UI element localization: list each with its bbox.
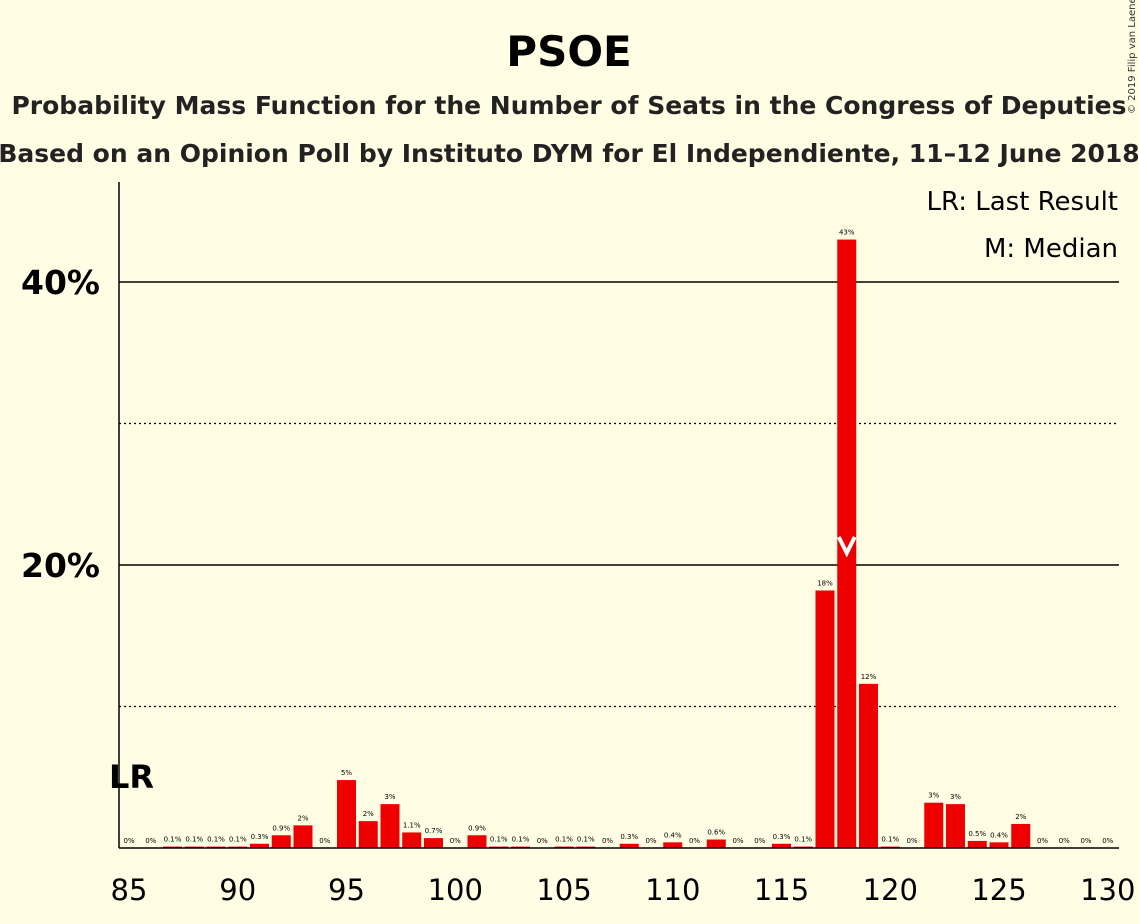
x-tick-label: 85 — [111, 873, 148, 907]
bar-value-label: 3% — [950, 793, 961, 801]
bar-value-label: 0.3% — [251, 833, 269, 841]
bar — [663, 842, 683, 848]
bar-value-label: 0% — [450, 837, 461, 845]
bar-value-label: 0.6% — [707, 829, 725, 837]
bar-value-label: 0.1% — [881, 836, 899, 844]
x-tick-label: 110 — [645, 873, 700, 907]
bar — [989, 842, 1009, 848]
x-tick-label: 115 — [754, 873, 809, 907]
bar-value-label: 5% — [341, 769, 352, 777]
bar-value-label: 0% — [145, 837, 156, 845]
bar-value-label: 0% — [754, 837, 765, 845]
bar — [859, 683, 878, 848]
bar-labels: 0% 0% 0.1% 0.1% 0.1% 0.1% 0.3%0.9%2%0%5%2%3%1.… — [123, 229, 1113, 845]
bar — [250, 843, 269, 848]
bar-value-label: 0% — [123, 837, 134, 845]
bar-value-label: 0.1% — [794, 836, 812, 844]
x-tick-label: 90 — [219, 873, 256, 907]
y-tick-labels: 20% 40% — [21, 263, 100, 585]
bar — [946, 804, 965, 848]
bar-value-label: 3% — [384, 793, 395, 801]
y-tick-label: 20% — [21, 546, 100, 585]
bar — [293, 825, 313, 848]
bar — [706, 839, 726, 848]
x-tick-label: 100 — [428, 873, 483, 907]
bar — [619, 843, 639, 848]
chart-title: PSOE — [506, 27, 631, 76]
bar — [837, 239, 857, 849]
bar-value-label: 12% — [861, 673, 877, 681]
bar — [424, 838, 443, 848]
bar — [337, 780, 356, 848]
chart-subtitle-2: Based on an Opinion Poll by Instituto DY… — [0, 139, 1139, 168]
bar — [772, 843, 791, 848]
median-marker — [836, 536, 857, 558]
chart-subtitle-1: Probability Mass Function for the Number… — [11, 91, 1126, 120]
bar — [967, 840, 987, 848]
bar-value-label: 0.5% — [968, 830, 986, 838]
bar-value-label: 0% — [319, 837, 330, 845]
bar-value-label: 1.1% — [403, 821, 421, 829]
bar-value-label: 0% — [1080, 837, 1091, 845]
legend-median: M: Median — [984, 234, 1118, 264]
bar-value-label: 0.4% — [990, 831, 1008, 839]
x-tick-label: 105 — [536, 873, 591, 907]
bar-value-label: 0.4% — [664, 831, 682, 839]
bar-value-label: 0.9% — [468, 824, 486, 832]
bar-value-label: 0.3% — [773, 833, 791, 841]
bar-value-label: 3% — [928, 792, 939, 800]
x-tick-label: 130 — [1080, 873, 1135, 907]
x-tick-labels: 85 90 95 100 105 110 115 120 125 130 — [111, 873, 1136, 907]
bar-value-label: 0% — [906, 837, 917, 845]
bar — [358, 821, 378, 848]
bar-value-label: 2% — [297, 814, 308, 822]
x-tick-label: 120 — [863, 873, 918, 907]
bar-value-label: 0.1% — [164, 836, 182, 844]
bar-value-label: 0.1% — [577, 836, 595, 844]
bar — [271, 835, 291, 848]
bar-value-label: 0% — [537, 837, 548, 845]
bar-value-label: 0.1% — [229, 836, 247, 844]
bar-value-label: 18% — [817, 579, 833, 587]
x-tick-label: 125 — [971, 873, 1026, 907]
bar-value-label: 0.3% — [620, 833, 638, 841]
x-tick-label: 95 — [328, 873, 365, 907]
bar — [380, 804, 400, 848]
bar-value-label: 43% — [839, 229, 855, 237]
bar-value-label: 0.7% — [425, 827, 443, 835]
bar-value-label: 2% — [363, 810, 374, 818]
bar-value-label: 0% — [602, 837, 613, 845]
legend-last-result: LR: Last Result — [926, 187, 1118, 217]
bar-value-label: 0% — [1059, 837, 1070, 845]
bar-value-label: 0% — [689, 837, 700, 845]
bar — [924, 802, 944, 848]
copyright-text: © 2019 Filip van Laenen — [1127, 0, 1138, 114]
bar — [467, 835, 487, 848]
y-tick-label: 40% — [21, 263, 100, 302]
bar-value-label: 0% — [645, 837, 656, 845]
bar-value-label: 0.9% — [272, 824, 290, 832]
last-result-marker: LR — [109, 758, 154, 796]
bar-value-label: 2% — [1015, 813, 1026, 821]
gridlines — [119, 281, 1119, 708]
bar-value-label: 0.1% — [512, 836, 530, 844]
bar-value-label: 0.1% — [490, 836, 508, 844]
bar-value-label: 0% — [1037, 837, 1048, 845]
bar — [815, 590, 835, 848]
bar — [1011, 823, 1031, 848]
bar-value-label: 0% — [732, 837, 743, 845]
bar-value-label: 0.1% — [185, 836, 203, 844]
bar — [402, 832, 422, 848]
bar-value-label: 0.1% — [207, 836, 225, 844]
bar-value-label: 0% — [1102, 837, 1113, 845]
bar-value-label: 0.1% — [555, 836, 573, 844]
